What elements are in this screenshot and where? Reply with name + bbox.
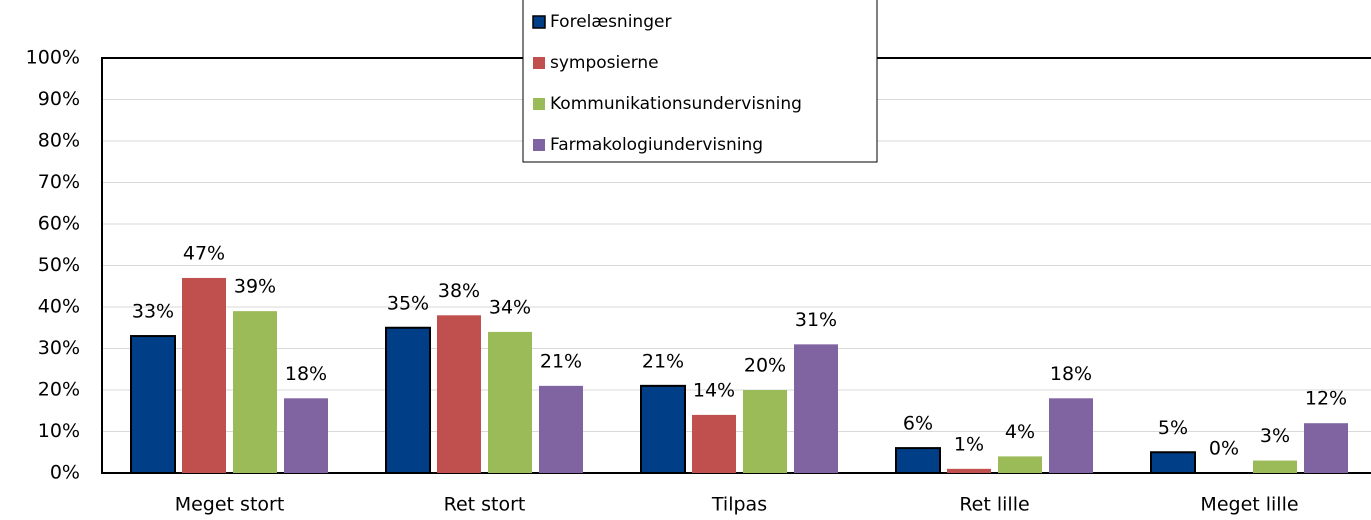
legend-swatch bbox=[533, 57, 545, 69]
bar bbox=[385, 326, 431, 474]
data-label: 5% bbox=[1158, 417, 1188, 439]
x-tick-label: Meget stort bbox=[175, 494, 285, 516]
y-tick-label: 70% bbox=[38, 171, 80, 193]
bar bbox=[1253, 460, 1297, 473]
y-tick-label: 50% bbox=[38, 254, 80, 276]
legend-swatch bbox=[532, 15, 546, 29]
x-tick-label: Tilpas bbox=[711, 494, 767, 516]
bar bbox=[130, 335, 176, 474]
data-label: 6% bbox=[903, 413, 933, 435]
bar bbox=[1304, 423, 1348, 473]
bar bbox=[640, 384, 686, 475]
y-tick-label: 10% bbox=[38, 420, 80, 442]
bar bbox=[182, 277, 226, 473]
data-label: 3% bbox=[1260, 425, 1290, 447]
legend-label: Kommunikationsundervisning bbox=[550, 94, 802, 114]
legend-swatch bbox=[533, 139, 545, 151]
data-label: 39% bbox=[234, 276, 276, 298]
legend-swatch bbox=[533, 98, 545, 110]
bar bbox=[692, 414, 736, 473]
data-label: 38% bbox=[438, 280, 480, 302]
bar bbox=[947, 468, 991, 473]
y-tick-label: 40% bbox=[38, 296, 80, 318]
bar bbox=[437, 315, 481, 473]
bar bbox=[1049, 398, 1093, 473]
bar bbox=[233, 311, 277, 473]
y-tick-label: 100% bbox=[26, 47, 80, 69]
bar bbox=[743, 390, 787, 473]
data-label: 14% bbox=[693, 379, 735, 401]
legend-label: Farmakologiundervisning bbox=[550, 135, 763, 155]
bar bbox=[284, 398, 328, 473]
bar bbox=[895, 447, 941, 475]
bar bbox=[1150, 451, 1196, 474]
data-label: 1% bbox=[954, 433, 984, 455]
data-label: 21% bbox=[540, 350, 582, 372]
data-label: 35% bbox=[387, 292, 429, 314]
data-label: 4% bbox=[1005, 421, 1035, 443]
bar bbox=[488, 331, 532, 473]
x-tick-label: Meget lille bbox=[1200, 494, 1298, 516]
data-label: 31% bbox=[795, 309, 837, 331]
data-label: 0% bbox=[1209, 438, 1239, 460]
y-tick-label: 60% bbox=[38, 213, 80, 235]
x-tick-label: Ret stort bbox=[444, 494, 526, 516]
bar bbox=[539, 385, 583, 473]
y-tick-label: 0% bbox=[50, 462, 80, 484]
data-label: 20% bbox=[744, 355, 786, 377]
x-tick-label: Ret lille bbox=[959, 494, 1029, 516]
data-label: 33% bbox=[132, 301, 174, 323]
bar bbox=[998, 456, 1042, 473]
data-label: 21% bbox=[642, 350, 684, 372]
data-label: 18% bbox=[285, 363, 327, 385]
y-tick-label: 90% bbox=[38, 88, 80, 110]
legend-label: Forelæsninger bbox=[550, 12, 671, 32]
y-tick-label: 20% bbox=[38, 379, 80, 401]
data-label: 47% bbox=[183, 242, 225, 264]
y-tick-label: 30% bbox=[38, 337, 80, 359]
legend: Forelæsninger symposierne Kommunikationsun… bbox=[522, 0, 878, 163]
y-tick-label: 80% bbox=[38, 130, 80, 152]
bar bbox=[794, 344, 838, 473]
data-label: 12% bbox=[1305, 388, 1347, 410]
data-label: 18% bbox=[1050, 363, 1092, 385]
legend-box bbox=[522, 0, 878, 163]
data-label: 34% bbox=[489, 296, 531, 318]
legend-label: symposierne bbox=[550, 53, 659, 73]
